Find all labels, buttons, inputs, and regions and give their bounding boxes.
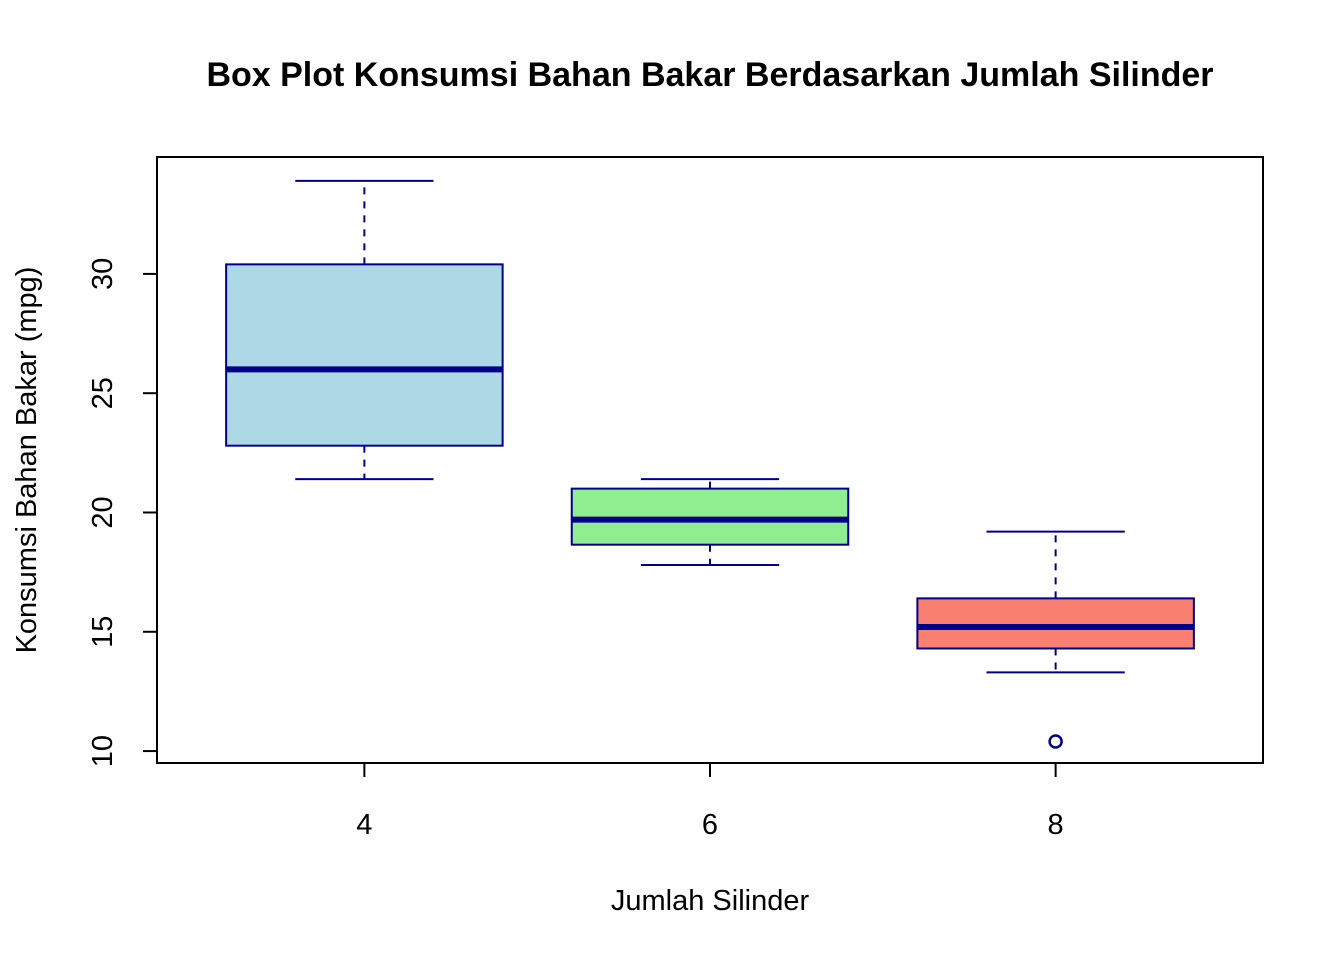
- y-tick-label: 20: [87, 496, 119, 528]
- iqr-box: [225, 263, 504, 447]
- chart-title: Box Plot Konsumsi Bahan Bakar Berdasarka…: [206, 56, 1214, 94]
- box-4: [225, 179, 504, 481]
- box-6: [570, 478, 850, 566]
- x-tick-label: 4: [356, 809, 372, 841]
- y-tick-label: 30: [87, 258, 119, 290]
- y-axis-label: Konsumsi Bahan Bakar (mpg): [11, 267, 43, 654]
- y-tick-label: 15: [87, 616, 119, 648]
- y-tick-label: 10: [87, 735, 119, 767]
- plot-marks: [225, 179, 1195, 749]
- y-tick-label: 25: [87, 377, 119, 409]
- x-tick-label: 8: [1048, 809, 1064, 841]
- x-axis: 4 6 8: [356, 762, 1064, 841]
- x-tick-label: 6: [702, 809, 718, 841]
- box-8: [916, 530, 1195, 749]
- outlier-point: [1048, 734, 1063, 749]
- x-axis-label: Jumlah Silinder: [611, 885, 810, 917]
- y-axis: 10 15 20 25 30: [87, 258, 158, 767]
- iqr-box: [916, 597, 1195, 650]
